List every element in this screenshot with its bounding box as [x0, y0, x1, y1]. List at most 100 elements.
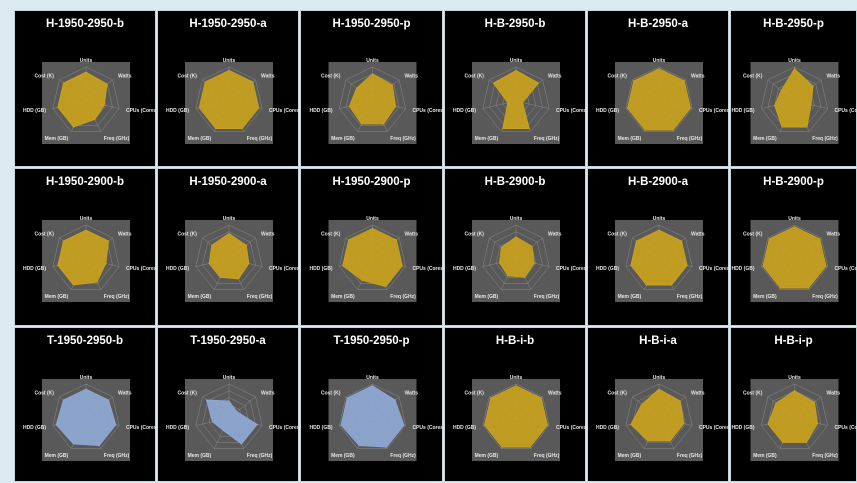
axis-label-hdd-gb: HDD (GB) [596, 425, 619, 431]
axis-label-mem-gb: Mem (GB) [331, 136, 355, 142]
data-point [211, 421, 214, 423]
data-point [672, 129, 674, 131]
axis-label-hdd-gb: HDD (GB) [309, 425, 332, 431]
axis-label-units: Units [653, 58, 666, 64]
data-point [483, 424, 486, 426]
series-area [205, 399, 258, 445]
radar-panel-h-b-2950-a: H-B-2950-a Units Watts CPUs (Cores) Freq (GH… [587, 10, 730, 167]
axis-label-freq-ghz: Freq (GHz) [390, 294, 416, 300]
axis-label-freq-ghz: Freq (GHz) [812, 453, 838, 459]
series-area [499, 236, 535, 278]
axis-label-mem-gb: Mem (GB) [753, 294, 777, 300]
axis-label-hdd-gb: HDD (GB) [166, 425, 189, 431]
data-point [528, 127, 530, 130]
data-point [515, 236, 517, 238]
chart-title: H-1950-2900-b [46, 176, 124, 188]
axis-label-cpus-cores: CPUs (Cores) [699, 425, 730, 431]
axis-label-freq-ghz: Freq (GHz) [677, 453, 703, 459]
grid-ring [345, 73, 400, 126]
grid-ring [52, 66, 120, 132]
data-point [645, 284, 648, 286]
radar-panel-h-b-i-p: H-B-i-p Units Watts CPUs (Cores) Freq (GHz) M… [730, 327, 857, 482]
axis-label-watts: Watts [118, 73, 132, 79]
axis-label-cost-k: Cost (K) [464, 231, 484, 237]
grid-ring [202, 390, 256, 443]
axis-label-freq-ghz: Freq (GHz) [104, 136, 130, 142]
chart-title: T-1950-2950-b [46, 335, 124, 347]
grid-ring [625, 224, 693, 290]
data-point [371, 73, 374, 75]
axis-label-cost-k: Cost (K) [321, 231, 341, 237]
data-point [228, 400, 230, 402]
series-area [55, 388, 117, 446]
axis-label-cost-k: Cost (K) [321, 390, 341, 396]
grid-ring [482, 66, 550, 132]
axis-label-hdd-gb: HDD (GB) [166, 108, 189, 114]
chart-title: H-1950-2950-b [46, 18, 124, 30]
axis-label-watts: Watts [261, 73, 275, 79]
radar-svg: Units Watts CPUs (Cores) Freq (GHz) Mem (GB)… [166, 375, 300, 461]
axis-label-mem-gb: Mem (GB) [618, 453, 642, 459]
series-area [208, 233, 250, 280]
axis-label-freq-ghz: Freq (GHz) [534, 453, 560, 459]
data-point [394, 399, 396, 401]
axis-label-units: Units [510, 375, 523, 381]
axis-label-cost-k: Cost (K) [34, 73, 54, 79]
data-point [780, 89, 782, 92]
axis-label-cost-k: Cost (K) [464, 390, 484, 396]
data-point [812, 85, 814, 87]
radar-panel-h-1950-2900-a: H-1950-2900-a Units Watts CPUs (Cores) Freq … [157, 168, 300, 326]
radar-panel-h-b-2900-b: H-B-2900-b Units Watts CPUs (Cores) Freq (GH… [444, 168, 587, 326]
axis-label-units: Units [80, 216, 93, 222]
axis-label-mem-gb: Mem (GB) [45, 294, 69, 300]
axis-label-freq-ghz: Freq (GHz) [104, 294, 130, 300]
axis-label-units: Units [223, 58, 236, 64]
data-point [342, 265, 344, 267]
chart-title: H-B-i-a [639, 335, 677, 347]
data-point [633, 80, 635, 82]
series-area [762, 226, 827, 289]
axis-label-mem-gb: Mem (GB) [475, 294, 499, 300]
axis-label-mem-gb: Mem (GB) [618, 136, 642, 142]
data-point [825, 265, 827, 267]
axis-label-cpus-cores: CPUs (Cores) [556, 108, 587, 114]
data-point [647, 440, 649, 442]
data-point [502, 127, 504, 130]
axis-label-freq-ghz: Freq (GHz) [247, 136, 273, 142]
data-point [403, 424, 405, 426]
radar-svg: Units Watts CPUs (Cores) Freq (GHz) Mem (GB)… [166, 58, 300, 144]
series-area [767, 390, 819, 443]
series-area [342, 227, 403, 288]
grid-ring [52, 224, 120, 290]
data-point [658, 68, 660, 70]
data-point [204, 81, 206, 83]
axis-label-units: Units [653, 375, 666, 381]
axis-label-hdd-gb: HDD (GB) [453, 108, 476, 114]
series-area [630, 229, 688, 286]
data-point [507, 275, 509, 277]
data-point [679, 400, 681, 402]
radar-panel-h-1950-2900-p: H-1950-2900-p Units Watts CPUs (Cores) Freq … [300, 168, 444, 326]
data-point [680, 240, 683, 242]
radar-panel-h-b-i-b: H-B-i-b Units Watts CPUs (Cores) Freq (GHz) M… [444, 327, 587, 482]
axis-label-freq-ghz: Freq (GHz) [247, 453, 273, 459]
data-point [228, 69, 230, 71]
axis-label-freq-ghz: Freq (GHz) [390, 136, 416, 142]
axis-label-hdd-gb: HDD (GB) [309, 108, 332, 114]
axis-label-units: Units [223, 375, 236, 381]
axis-label-cpus-cores: CPUs (Cores) [699, 266, 730, 272]
axis-label-freq-ghz: Freq (GHz) [104, 453, 130, 459]
axis-label-watts: Watts [405, 231, 419, 237]
axis-label-cpus-cores: CPUs (Cores) [834, 425, 857, 431]
axis-label-watts: Watts [405, 390, 419, 396]
radar-svg: Units Watts CPUs (Cores) Freq (GHz) Mem (GB)… [731, 375, 857, 461]
grid-ring [195, 224, 263, 290]
data-point [658, 229, 660, 231]
data-point [55, 424, 57, 426]
data-point [817, 422, 819, 424]
data-point [500, 246, 502, 248]
data-point [670, 284, 673, 286]
series-area [484, 385, 548, 448]
data-point [529, 446, 531, 448]
